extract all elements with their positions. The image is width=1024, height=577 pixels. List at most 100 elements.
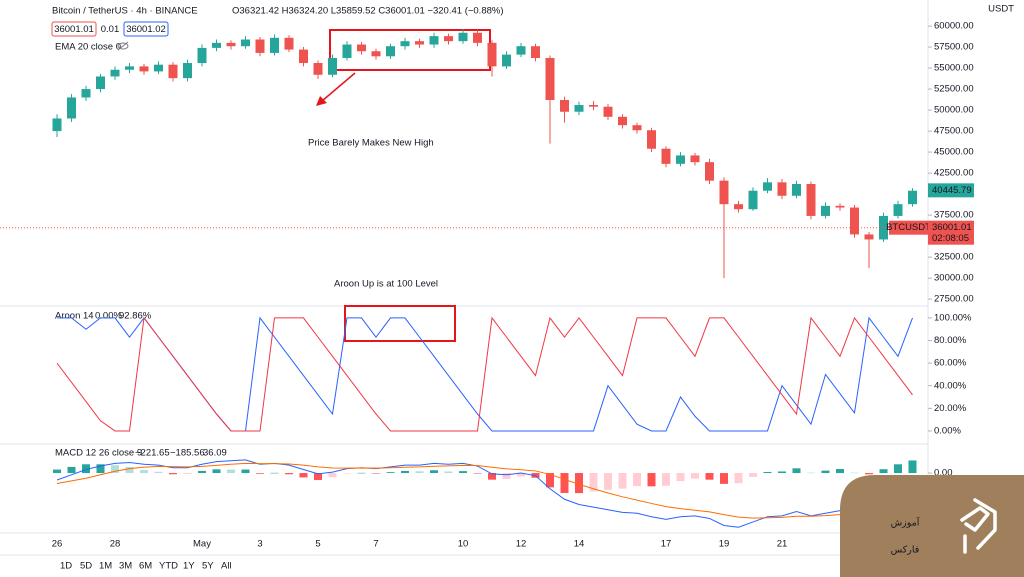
y-tick-label: 47500.00 <box>934 126 974 137</box>
macd-histogram-bar <box>691 473 699 479</box>
macd-histogram-bar <box>618 473 627 489</box>
y-tick-label: 50000.00 <box>934 105 974 116</box>
y-tick-label: 60.00% <box>934 358 967 369</box>
y-tick-label: 0.00 <box>934 468 953 479</box>
candle-body <box>154 64 163 72</box>
timeframe-button[interactable]: 6M <box>139 561 152 572</box>
macd-title: MACD 12 26 close 9 <box>55 448 142 459</box>
macd-histogram-bar <box>459 471 467 474</box>
macd-histogram-bar <box>850 472 859 474</box>
candle-body <box>270 37 279 53</box>
macd-histogram-bar <box>154 471 163 474</box>
macd-histogram-bar <box>67 466 76 474</box>
timeframe-button[interactable]: All <box>221 561 232 572</box>
candle-body <box>487 42 497 67</box>
y-tick-label: 42500.00 <box>934 168 974 179</box>
macd-histogram-bar <box>198 470 206 474</box>
macd-histogram-bar <box>314 473 322 481</box>
candle-body <box>763 182 772 191</box>
candle-body <box>893 204 903 216</box>
candle-body <box>632 125 642 131</box>
macd-legend: −221.65 <box>135 448 170 459</box>
currency-label: USDT <box>988 4 1014 15</box>
macd-histogram-bar <box>372 473 380 474</box>
candle-body <box>255 39 265 53</box>
candle-body <box>139 66 149 72</box>
macd-histogram-bar <box>836 469 844 474</box>
timeframe-button[interactable]: 5Y <box>202 561 214 572</box>
macd-histogram-bar <box>444 471 453 474</box>
timeframe-button[interactable]: 1Y <box>183 561 195 572</box>
eye-icon[interactable] <box>117 41 129 51</box>
candle-body <box>67 97 76 119</box>
y-tick-label: 37500.00 <box>934 210 974 221</box>
candle-body <box>676 155 685 164</box>
candle-body <box>603 106 613 117</box>
timeframe-button[interactable]: 1D <box>60 561 72 572</box>
x-tick-label: 26 <box>52 539 63 550</box>
y-tick-label: 27500.00 <box>934 294 974 305</box>
timeframe-button[interactable]: 3M <box>119 561 132 572</box>
y-tick-label: 20.00% <box>934 403 967 414</box>
candle-body <box>183 63 192 79</box>
macd-histogram-bar <box>778 471 786 474</box>
candle-body <box>545 57 555 100</box>
candle-body <box>444 36 453 42</box>
macd-histogram-bar <box>705 473 714 480</box>
candle-body <box>241 39 250 47</box>
ask: 36001.02 <box>126 24 166 35</box>
macd-line <box>56 462 913 519</box>
candle-body <box>502 54 511 67</box>
bid: 36001.01 <box>54 24 94 35</box>
timeframe-button[interactable]: YTD <box>159 561 178 572</box>
macd-histogram-bar <box>763 471 772 474</box>
macd-histogram-bar <box>560 473 569 493</box>
macd-histogram-bar <box>908 460 917 474</box>
y-tick-label: 100.00% <box>934 312 972 323</box>
macd-histogram-bar <box>894 464 902 474</box>
macd-histogram-bar <box>256 473 264 474</box>
y-tick-label: 80.00% <box>934 335 967 346</box>
aroon-title: Aroon 14 <box>55 311 94 322</box>
macd-histogram-bar <box>430 470 438 474</box>
layout <box>0 0 1024 556</box>
ohlc-header: O36321.42 H36324.20 L35859.52 C36001.01 … <box>232 6 504 17</box>
y-tick-label: 60000.00 <box>934 21 974 32</box>
logo-icon <box>960 498 997 554</box>
y-tick-label: 55000.00 <box>934 63 974 74</box>
candle-body <box>908 190 917 205</box>
macd-histogram-bar <box>183 473 192 474</box>
bid-box <box>51 21 97 37</box>
indicator-legend: EMA 20 close 0 <box>55 42 121 53</box>
macd-histogram-bar <box>357 472 366 474</box>
price-tag <box>928 220 974 245</box>
symbol-label: BTCUSDT <box>886 222 931 233</box>
candle-body <box>458 32 468 42</box>
candle-body <box>531 46 540 58</box>
x-tick-label: 17 <box>661 539 672 550</box>
candle-body <box>371 51 381 57</box>
timeframe-button[interactable]: 5D <box>80 561 92 572</box>
x-tick-label: 19 <box>719 539 730 550</box>
macd-histogram-bar <box>488 473 496 480</box>
y-tick-label: 30000.00 <box>934 273 974 284</box>
macd-histogram-bar <box>720 473 728 484</box>
x-tick-label: 21 <box>777 539 788 550</box>
macd-histogram-bar <box>401 470 409 474</box>
candle-body <box>386 46 395 57</box>
x-tick-label: 28 <box>110 539 121 550</box>
candle-body <box>125 66 134 70</box>
macd-histogram-bar <box>575 473 583 494</box>
candle-body <box>328 57 337 75</box>
candle-body <box>821 205 830 216</box>
candle-body <box>690 155 700 163</box>
macd-histogram-bar <box>343 473 351 474</box>
timeframe-button[interactable]: 1M <box>99 561 112 572</box>
price-tag-label: 40445.79 <box>932 185 972 196</box>
candle-body <box>850 207 859 235</box>
macd-histogram-bar <box>125 466 134 474</box>
macd-histogram-bar <box>662 473 670 486</box>
logo-text: آموزش <box>891 516 921 529</box>
candle-body <box>516 46 526 55</box>
